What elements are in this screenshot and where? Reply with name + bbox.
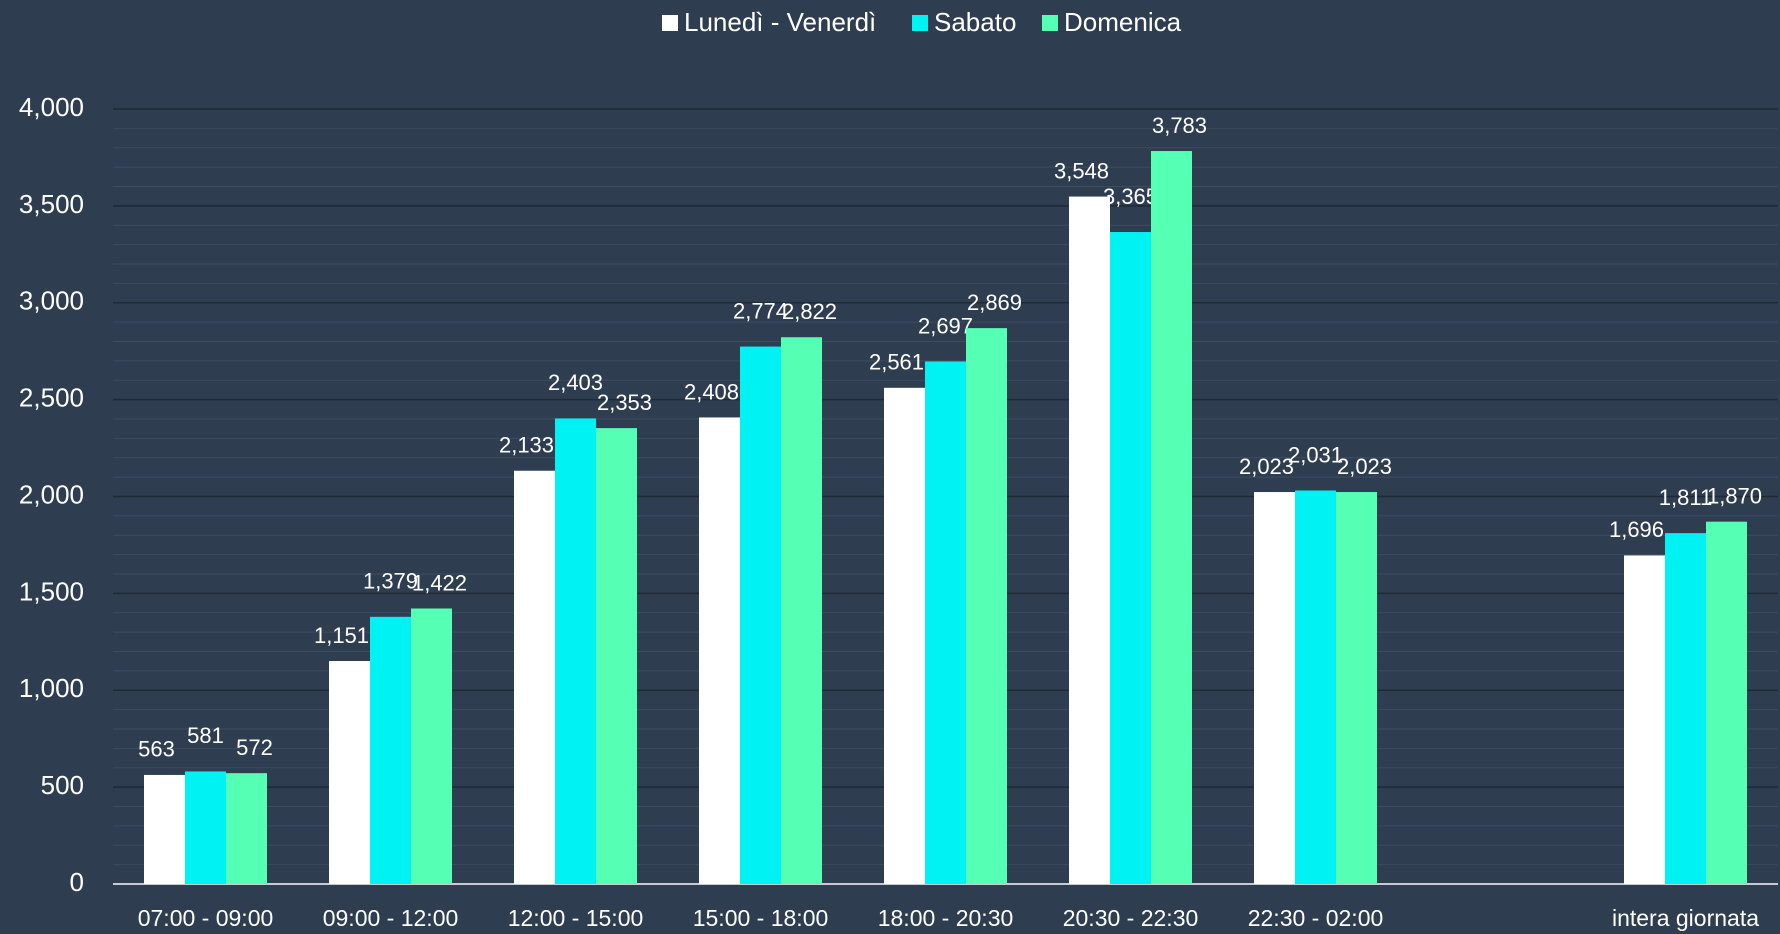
legend-swatch: [912, 15, 928, 31]
data-label: 1,696: [1609, 517, 1664, 542]
data-label: 1,811: [1659, 485, 1712, 510]
data-label: 3,365: [1103, 184, 1158, 209]
bar: [555, 418, 596, 884]
bar: [781, 337, 822, 884]
y-tick-label: 500: [41, 770, 84, 800]
bar: [1110, 232, 1151, 884]
y-tick-label: 2,000: [19, 479, 84, 509]
data-label: 2,353: [597, 390, 652, 415]
x-tick-label: 07:00 - 09:00: [138, 905, 274, 931]
data-label: 2,561: [869, 350, 924, 375]
bar: [699, 417, 740, 884]
data-label: 2,408: [684, 379, 739, 404]
bar: [884, 387, 925, 884]
bar: [185, 771, 226, 884]
data-label: 2,023: [1337, 454, 1392, 479]
legend-swatch: [662, 15, 678, 31]
bar: [411, 608, 452, 884]
legend-label: Domenica: [1064, 7, 1182, 37]
y-tick-label: 4,000: [19, 92, 84, 122]
data-label: 1,870: [1707, 484, 1762, 509]
bar: [370, 616, 411, 884]
bar: [1254, 492, 1295, 884]
bar: [1069, 196, 1110, 884]
bar: [1665, 533, 1706, 884]
bar: [329, 660, 370, 884]
x-tick-label: intera giornata: [1612, 905, 1759, 931]
data-label: 2,822: [782, 299, 837, 324]
data-label: 563: [138, 737, 175, 762]
bar: [514, 470, 555, 884]
data-label: 2,031: [1288, 442, 1343, 467]
data-label: 3,548: [1054, 158, 1109, 183]
data-label: 2,869: [967, 290, 1022, 315]
y-tick-label: 2,500: [19, 383, 84, 413]
data-label: 572: [236, 735, 273, 760]
y-tick-label: 1,500: [19, 576, 84, 606]
bar: [226, 773, 267, 884]
x-tick-label: 18:00 - 20:30: [878, 905, 1014, 931]
bar: [144, 774, 185, 884]
data-label: 1,422: [412, 570, 467, 595]
x-tick-label: 12:00 - 15:00: [508, 905, 644, 931]
data-label: 2,023: [1239, 454, 1294, 479]
bar: [966, 328, 1007, 885]
x-tick-label: 20:30 - 22:30: [1063, 905, 1199, 931]
data-label: 2,697: [918, 313, 973, 338]
legend-label: Sabato: [934, 7, 1016, 37]
bar: [1624, 555, 1665, 884]
data-label: 2,774: [733, 298, 788, 323]
data-label: 1,379: [363, 569, 418, 594]
y-tick-label: 3,000: [19, 286, 84, 316]
legend-label: Lunedì - Venerdì: [684, 7, 876, 37]
bar: [596, 428, 637, 884]
x-tick-label: 22:30 - 02:00: [1248, 905, 1384, 931]
data-label: 2,403: [548, 370, 603, 395]
bar: [1336, 492, 1377, 884]
legend-swatch: [1042, 15, 1058, 31]
bar: [1151, 151, 1192, 884]
bar: [925, 361, 966, 884]
y-tick-label: 1,000: [19, 673, 84, 703]
data-label: 581: [187, 723, 224, 748]
bar: [740, 346, 781, 885]
y-tick-label: 0: [70, 867, 84, 897]
x-tick-label: 15:00 - 18:00: [693, 905, 829, 931]
data-label: 3,783: [1152, 113, 1207, 138]
x-tick-label: 09:00 - 12:00: [323, 905, 459, 931]
y-tick-label: 3,500: [19, 189, 84, 219]
bar: [1295, 490, 1336, 884]
data-label: 1,151: [314, 623, 369, 648]
data-label: 2,133: [499, 433, 554, 458]
bar: [1706, 521, 1747, 884]
